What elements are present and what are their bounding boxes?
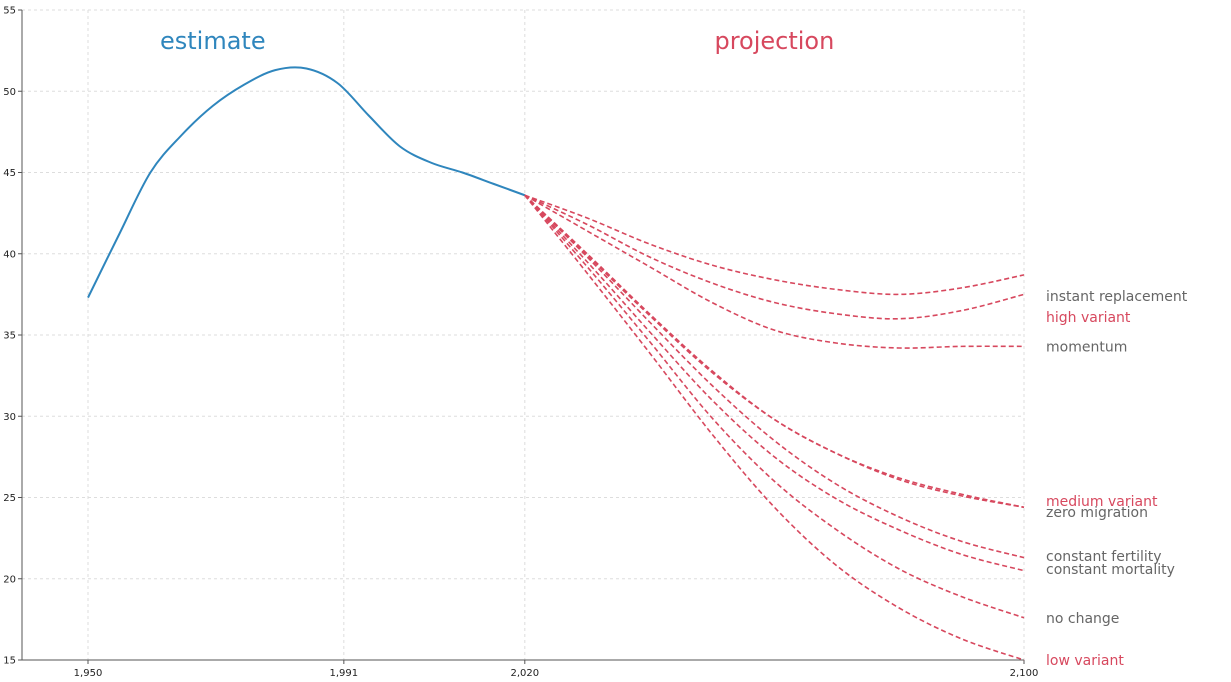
y-tick-label: 25 (3, 493, 16, 504)
projection-line-high-variant (524, 194, 1025, 320)
series-label-instant-replacement: instant replacement (1046, 289, 1188, 305)
y-tick-label: 50 (3, 87, 16, 98)
series-label-constant-fertility: constant fertility (1046, 549, 1162, 565)
projection-line-no-change (524, 194, 1025, 619)
x-tick-label: 1,950 (74, 668, 103, 679)
x-tick-label: 2,100 (1010, 668, 1039, 679)
series-labels: instant replacement high variant momentum m… (1046, 289, 1188, 669)
projection-line-medium-variant (524, 194, 1025, 509)
series-label-medium-variant: medium variant (1046, 494, 1158, 510)
projection-line-low-variant (524, 194, 1025, 661)
x-tick-label: 2,020 (510, 668, 539, 679)
region-label-estimate: estimate (160, 27, 266, 55)
y-tick-label: 45 (3, 168, 16, 179)
y-tick-label: 40 (3, 249, 16, 260)
y-tick-label: 35 (3, 331, 16, 342)
series-label-low-variant: low variant (1046, 653, 1124, 669)
series-label-constant-mortality: constant mortality (1046, 562, 1175, 578)
grid (22, 9, 1025, 661)
series-label-zero-migration: zero migration (1046, 505, 1148, 521)
projection-line-momentum (524, 194, 1025, 349)
projection-line-constant-fertility (524, 194, 1025, 559)
y-tick-label: 20 (3, 574, 16, 585)
series-lines (87, 66, 1025, 661)
y-tick-label: 30 (3, 412, 16, 423)
series-label-no-change: no change (1046, 611, 1119, 627)
projection-line-constant-mortality (524, 194, 1025, 572)
x-tick-label: 1,991 (330, 668, 359, 679)
series-label-high-variant: high variant (1046, 310, 1131, 326)
tick-labels: 15 20 25 30 35 40 45 50 55 1,950 1,991 2,020 2,100 (3, 6, 1038, 680)
estimate-line (87, 66, 526, 299)
projection-line-instant-replacement (524, 194, 1025, 296)
series-label-momentum: momentum (1046, 339, 1127, 355)
projection-line-zero-migration (524, 194, 1025, 509)
region-label-projection: projection (714, 27, 834, 55)
y-tick-label: 55 (3, 6, 16, 17)
y-tick-label: 15 (3, 656, 16, 667)
